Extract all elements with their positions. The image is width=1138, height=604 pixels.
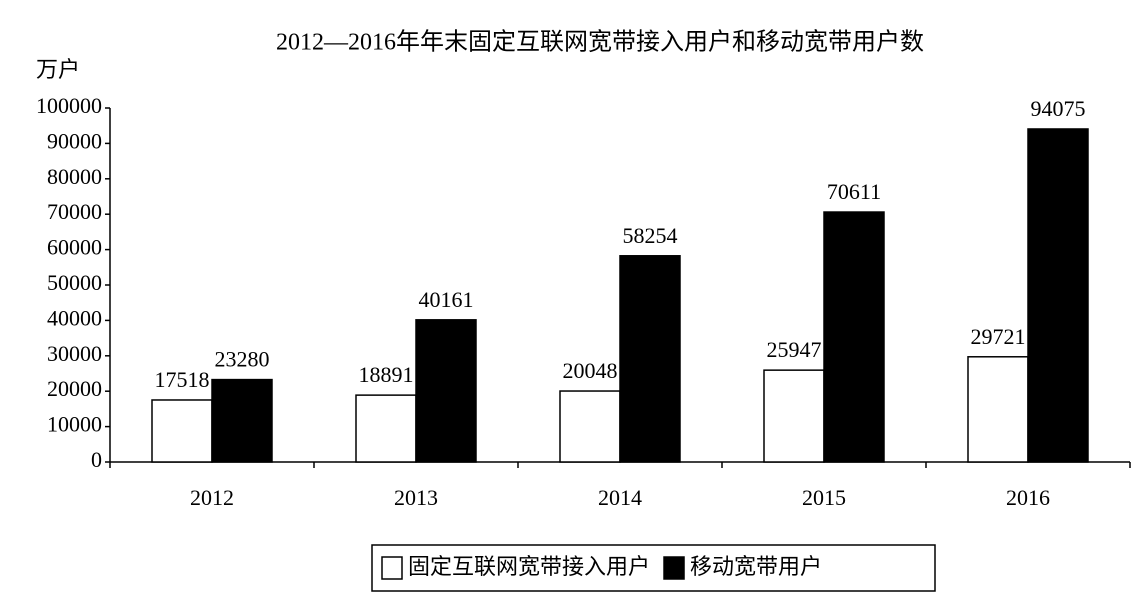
y-tick-label: 0 [91, 447, 102, 472]
bar [355, 394, 417, 463]
value-label: 94075 [1031, 96, 1086, 121]
y-tick-label: 100000 [36, 93, 102, 118]
y-tick-label: 70000 [47, 199, 102, 224]
value-label: 29721 [971, 324, 1026, 349]
legend-swatch [663, 556, 685, 580]
value-label: 40161 [419, 287, 474, 312]
y-tick-label: 50000 [47, 270, 102, 295]
value-label: 58254 [623, 223, 678, 248]
y-tick-label: 60000 [47, 235, 102, 260]
bar [1027, 128, 1089, 463]
bar [967, 356, 1029, 463]
legend-swatch [381, 556, 403, 580]
y-tick-label: 40000 [47, 305, 102, 330]
chart-title: 2012—2016年年末固定互联网宽带接入用户和移动宽带用户数 [276, 29, 924, 56]
value-label: 20048 [563, 358, 618, 383]
x-tick-label: 2016 [1006, 485, 1050, 510]
legend-box [371, 544, 936, 592]
bar [415, 319, 477, 463]
value-label: 70611 [827, 179, 881, 204]
y-tick-label: 80000 [47, 164, 102, 189]
bar [619, 255, 681, 463]
value-label: 18891 [359, 362, 414, 387]
bar [763, 369, 825, 463]
legend-label: 移动宽带用户 [690, 554, 822, 579]
x-tick-label: 2012 [190, 485, 234, 510]
value-label: 17518 [155, 367, 210, 392]
legend-label: 固定互联网宽带接入用户 [408, 554, 650, 579]
y-axis-label: 万户 [36, 57, 80, 82]
bar [151, 399, 213, 463]
bar [823, 211, 885, 463]
x-tick-label: 2013 [394, 485, 438, 510]
y-tick-label: 90000 [47, 128, 102, 153]
bar [211, 378, 273, 463]
x-tick-label: 2014 [598, 485, 642, 510]
y-tick-label: 20000 [47, 376, 102, 401]
x-tick-label: 2015 [802, 485, 846, 510]
bar [559, 390, 621, 463]
value-label: 25947 [767, 337, 822, 362]
y-tick-label: 10000 [47, 412, 102, 437]
y-tick-label: 30000 [47, 341, 102, 366]
value-label: 23280 [215, 347, 270, 372]
